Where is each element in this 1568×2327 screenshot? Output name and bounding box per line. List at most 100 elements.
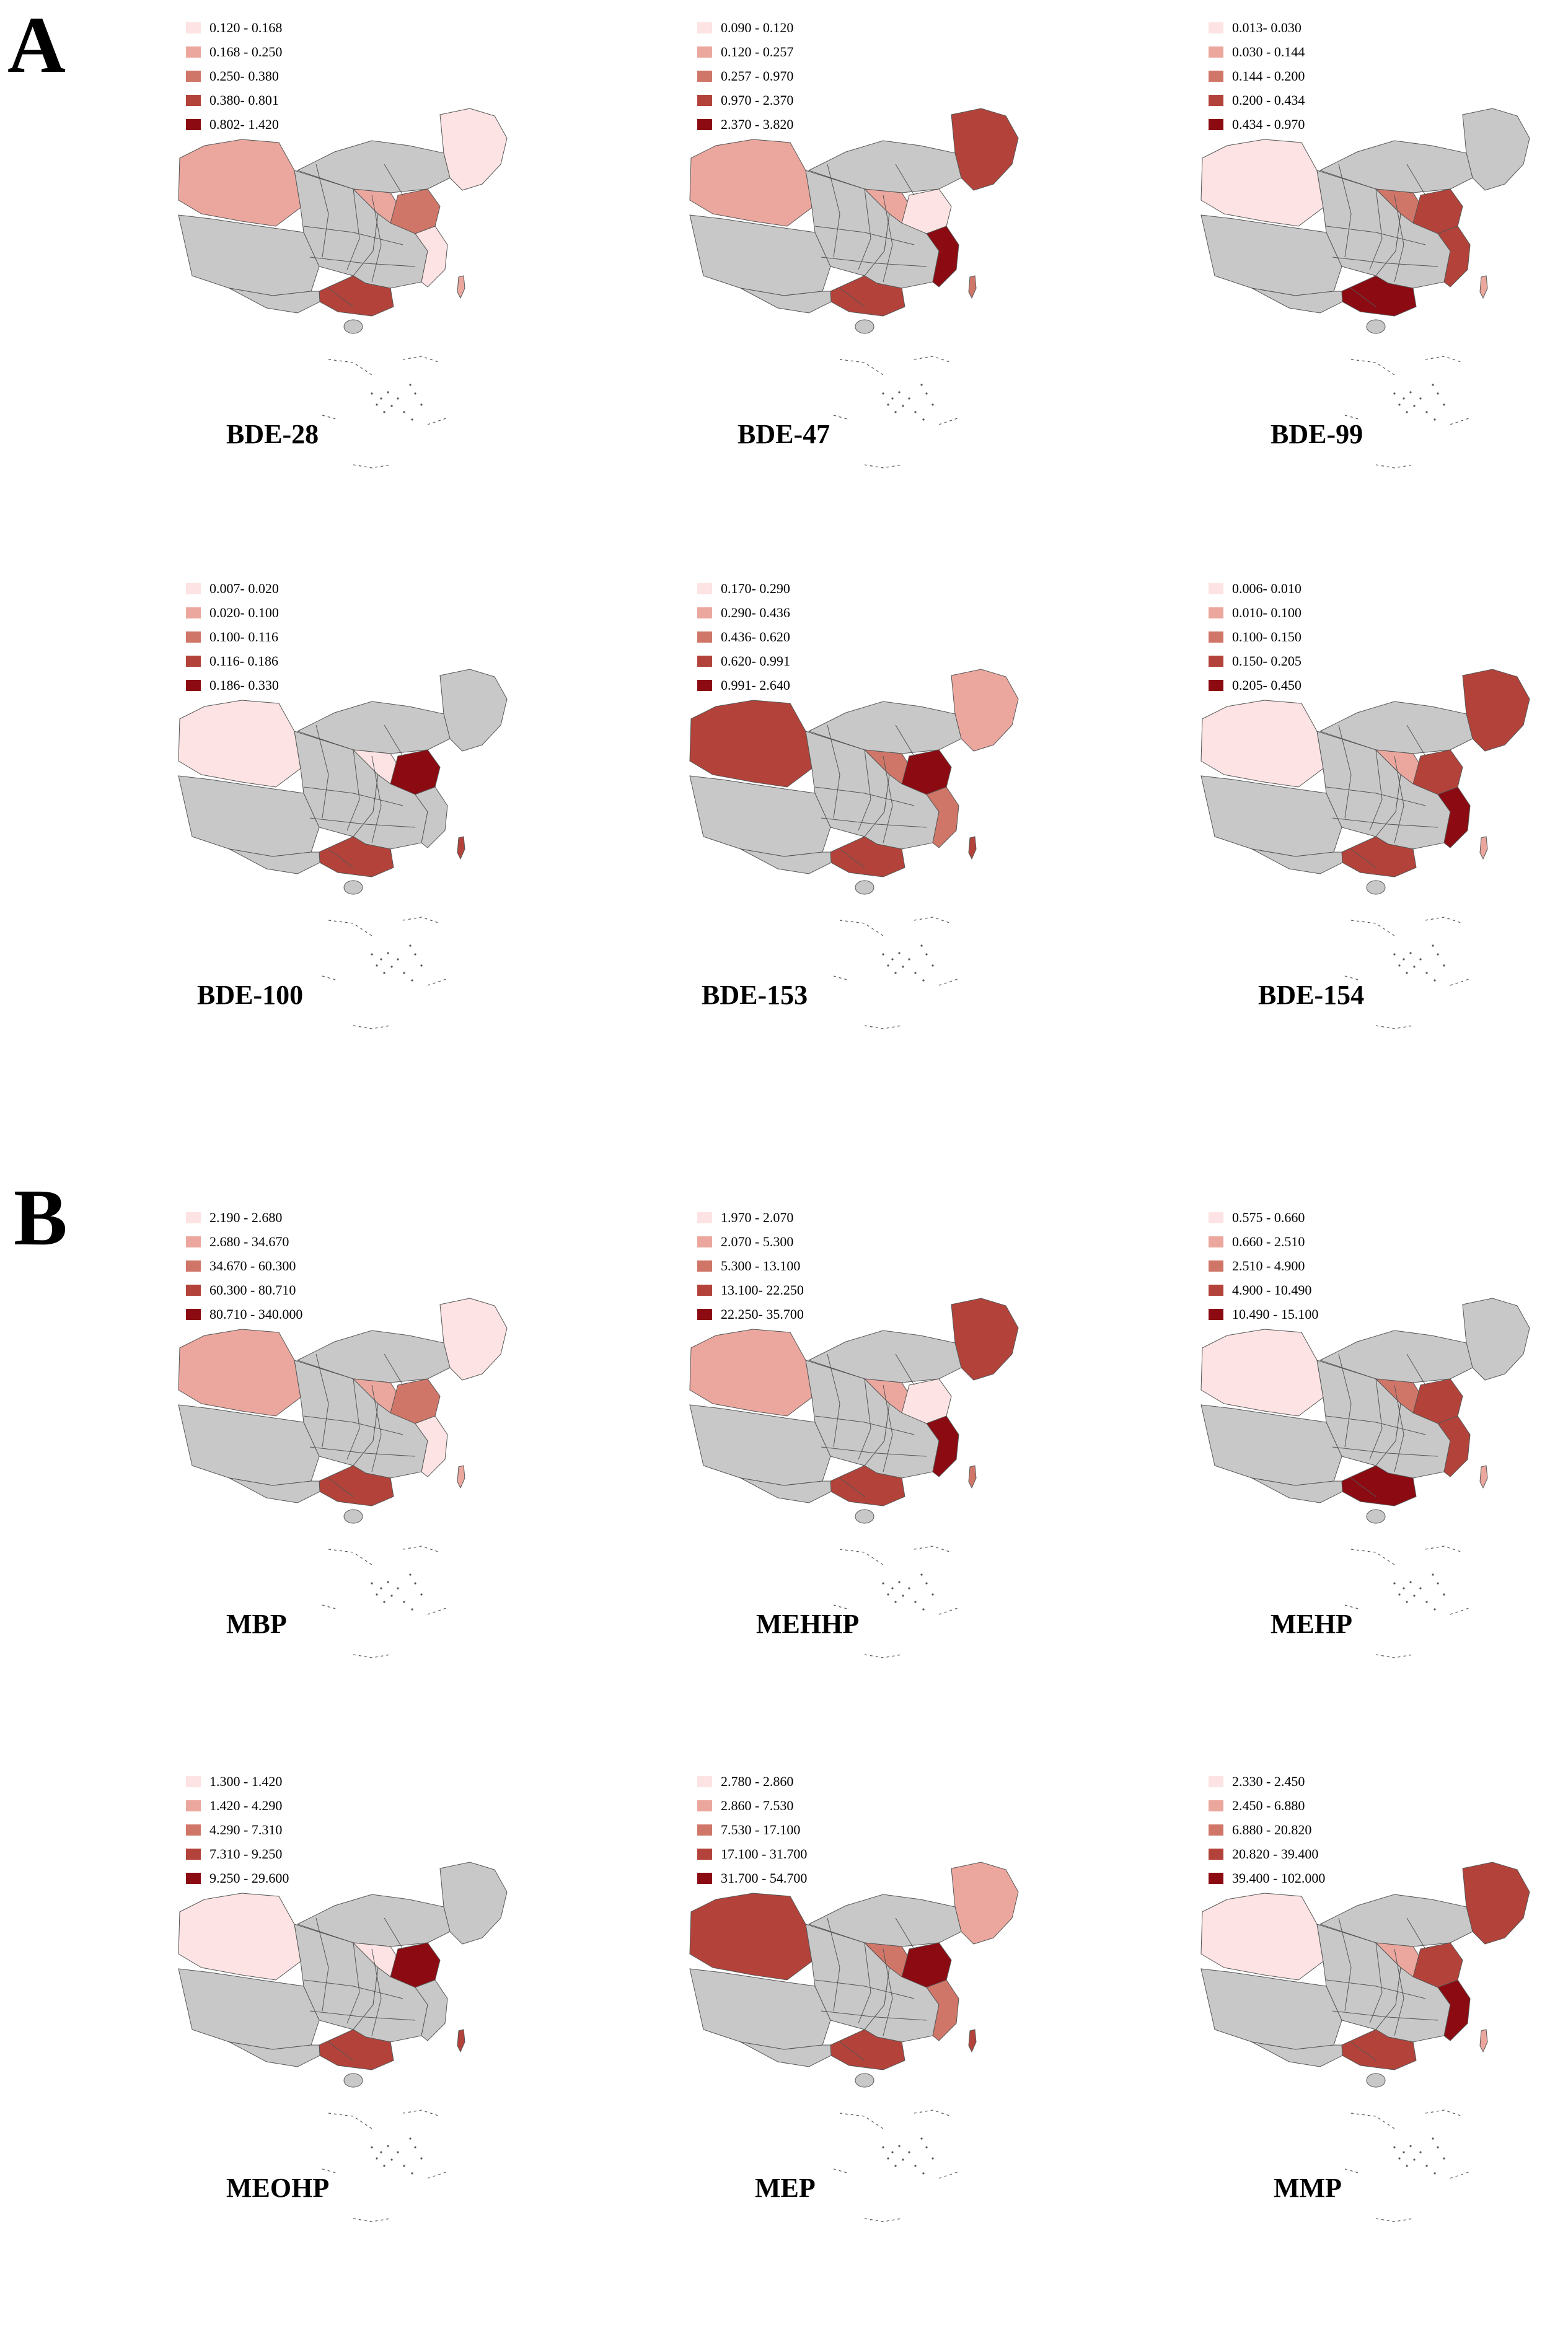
legend-swatch — [697, 1236, 712, 1247]
legend-row: 0.660 - 2.510 — [1209, 1229, 1318, 1254]
legend-swatch — [1209, 631, 1223, 643]
legend-label: 0.380- 0.801 — [209, 92, 279, 108]
map-panel-mep: 2.780 - 2.860 2.860 - 7.530 7.530 - 17.100… — [679, 1769, 1125, 2327]
legend-row: 0.290- 0.436 — [697, 600, 790, 625]
hainan-island — [1366, 319, 1386, 334]
hainan-island — [343, 880, 363, 895]
region-southwest — [1251, 2041, 1343, 2067]
legend-label: 0.970 - 2.370 — [721, 92, 794, 108]
legend-label: 31.700 - 54.700 — [721, 1870, 808, 1886]
region-south — [319, 2029, 394, 2070]
legend-swatch — [186, 70, 201, 82]
legend-label: 1.970 - 2.070 — [721, 1209, 794, 1225]
legend-row: 10.490 - 15.100 — [1209, 1302, 1318, 1326]
legend-swatch — [186, 583, 201, 594]
legend-label: 0.100- 0.150 — [1232, 628, 1302, 644]
legend-label: 39.400 - 102.000 — [1232, 1870, 1326, 1886]
legend-swatch — [186, 22, 201, 33]
legend-swatch — [1209, 118, 1223, 130]
legend-label: 0.802- 1.420 — [209, 116, 279, 132]
map-panel-mehp: 0.575 - 0.660 0.660 - 2.510 2.510 - 4.900 4… — [1190, 1205, 1568, 1763]
legend-label: 7.310 - 9.250 — [209, 1845, 283, 1862]
legend-swatch — [697, 631, 712, 643]
region-south — [830, 275, 905, 317]
legend-row: 2.070 - 5.300 — [697, 1229, 804, 1254]
legend-row: 0.200 - 0.434 — [1209, 88, 1305, 112]
legend-swatch — [186, 118, 201, 130]
legend-row: 7.310 - 9.250 — [186, 1842, 289, 1866]
map-panel-bde-99: 0.013- 0.030 0.030 - 0.144 0.144 - 0.200 0.… — [1190, 15, 1568, 573]
region-tibet — [1200, 214, 1342, 296]
region-southwest — [740, 2041, 832, 2067]
legend-swatch — [1209, 1236, 1223, 1247]
legend-row: 34.670 - 60.300 — [186, 1254, 302, 1278]
hainan-island — [855, 880, 874, 895]
legend-swatch — [1209, 1800, 1223, 1811]
legend-swatch — [697, 94, 712, 106]
china-map — [689, 669, 1019, 1029]
legend-row: 2.370 - 3.820 — [697, 112, 793, 136]
legend-row: 0.144 - 0.200 — [1209, 64, 1305, 88]
legend-row: 0.013- 0.030 — [1209, 15, 1305, 40]
region-island — [457, 836, 465, 860]
legend-row: 2.780 - 2.860 — [697, 1769, 807, 1793]
region-southwest — [229, 288, 320, 314]
legend-swatch — [697, 1872, 712, 1884]
legend-swatch — [186, 94, 201, 106]
legend-swatch — [697, 655, 712, 667]
region-island — [968, 1465, 977, 1489]
china-map — [178, 1298, 508, 1658]
legend-label: 0.100- 0.116 — [209, 628, 279, 644]
map-panel-bde-153: 0.170- 0.290 0.290- 0.436 0.436- 0.620 0.62… — [679, 576, 1125, 1134]
legend-swatch — [1209, 1284, 1223, 1296]
map-panel-bde-100: 0.007- 0.020 0.020- 0.100 0.100- 0.116 0.11… — [167, 576, 614, 1134]
region-tibet — [689, 214, 831, 296]
legend-label: 0.205- 0.450 — [1232, 677, 1302, 693]
legend-swatch — [1209, 1308, 1223, 1320]
legend: 1.300 - 1.420 1.420 - 4.290 4.290 - 7.310 7… — [186, 1769, 289, 1890]
legend-swatch — [186, 607, 201, 618]
legend-label: 1.300 - 1.420 — [209, 1773, 283, 1789]
region-island — [457, 2029, 465, 2053]
region-west — [689, 139, 813, 227]
legend-label: 9.250 - 29.600 — [209, 1870, 289, 1886]
legend-row: 0.257 - 0.970 — [697, 64, 793, 88]
legend: 2.190 - 2.680 2.680 - 34.670 34.670 - 60.3… — [186, 1205, 302, 1326]
region-southeast — [926, 786, 959, 848]
region-southwest — [1251, 288, 1343, 314]
legend-swatch — [1209, 655, 1223, 667]
legend-swatch — [186, 1284, 201, 1296]
legend: 0.006- 0.010 0.010- 0.100 0.100- 0.150 0.15… — [1209, 576, 1302, 697]
legend-row: 2.330 - 2.450 — [1209, 1769, 1325, 1793]
legend-swatch — [1209, 1872, 1223, 1884]
region-southeast — [1437, 786, 1471, 848]
legend-row: 20.820 - 39.400 — [1209, 1842, 1325, 1866]
legend-row: 0.434 - 0.970 — [1209, 112, 1305, 136]
map-panel-bde-154: 0.006- 0.010 0.010- 0.100 0.100- 0.150 0.15… — [1190, 576, 1568, 1134]
legend-row: 0.010- 0.100 — [1209, 600, 1302, 625]
region-tibet — [1200, 1404, 1342, 1486]
legend-row: 0.802- 1.420 — [186, 112, 282, 136]
region-southeast — [415, 1415, 448, 1477]
section-letter-a: A — [7, 1, 66, 90]
legend-label: 0.434 - 0.970 — [1232, 116, 1305, 132]
region-southwest — [229, 2041, 320, 2067]
region-southeast — [1437, 226, 1471, 288]
map-panel-bde-28: 0.120 - 0.168 0.168 - 0.250 0.250- 0.380 0.… — [167, 15, 614, 573]
legend-swatch — [186, 1824, 201, 1836]
legend-row: 0.970 - 2.370 — [697, 88, 793, 112]
legend-label: 2.680 - 34.670 — [209, 1233, 289, 1249]
legend-swatch — [697, 46, 712, 58]
legend-row: 0.620- 0.991 — [697, 649, 790, 673]
region-west — [1200, 139, 1324, 227]
legend-label: 0.436- 0.620 — [721, 628, 790, 644]
legend-row: 6.880 - 20.820 — [1209, 1818, 1325, 1842]
map-title: MEHHP — [756, 1609, 860, 1639]
legend-label: 0.200 - 0.434 — [1232, 92, 1305, 108]
region-tibet — [689, 1404, 831, 1486]
legend-label: 2.370 - 3.820 — [721, 116, 794, 132]
china-map — [178, 669, 508, 1029]
legend-label: 1.420 - 4.290 — [209, 1797, 283, 1813]
region-southwest — [229, 848, 320, 874]
legend-label: 0.116- 0.186 — [209, 653, 279, 669]
